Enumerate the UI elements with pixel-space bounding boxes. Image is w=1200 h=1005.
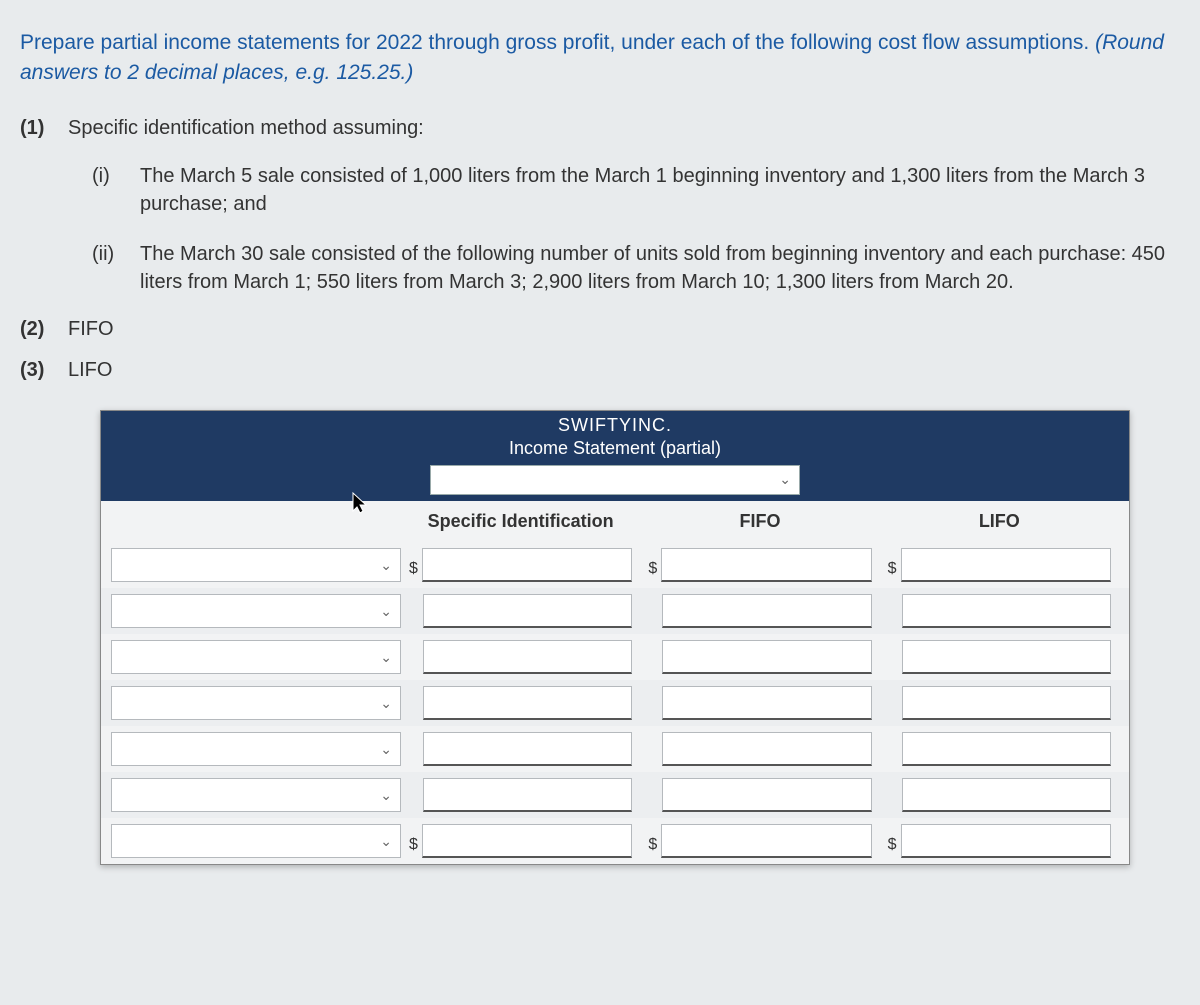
chevron-down-icon: ⌄ — [380, 557, 392, 574]
sub-ii-text: The March 30 sale consisted of the follo… — [140, 240, 1180, 296]
amount-input[interactable] — [661, 548, 871, 582]
sub-assumptions: (i) The March 5 sale consisted of 1,000 … — [92, 162, 1180, 296]
col-lifo: LIFO — [880, 511, 1119, 532]
method-3: (3) LIFO — [20, 359, 1180, 382]
sub-ii: (ii) The March 30 sale consisted of the … — [92, 240, 1180, 296]
amount-input[interactable] — [902, 778, 1111, 812]
dollar-sign: $ — [648, 560, 657, 578]
sub-i-num: (i) — [92, 162, 140, 218]
question-page: Prepare partial income statements for 20… — [0, 0, 1200, 865]
col-specific: Specific Identification — [401, 511, 640, 532]
instruction-text: Prepare partial income statements for 20… — [20, 28, 1180, 89]
sub-i-text: The March 5 sale consisted of 1,000 lite… — [140, 162, 1180, 218]
amount-input[interactable] — [902, 640, 1111, 674]
amount-input[interactable] — [423, 732, 632, 766]
amount-input[interactable] — [662, 640, 871, 674]
amount-input[interactable] — [901, 548, 1111, 582]
income-statement-table: SWIFTYINC. Income Statement (partial) ⌄ … — [100, 410, 1130, 865]
row-label-select[interactable]: ⌄ — [111, 594, 401, 628]
amount-input[interactable] — [423, 640, 632, 674]
amount-input[interactable] — [423, 594, 632, 628]
sub-i: (i) The March 5 sale consisted of 1,000 … — [92, 162, 1180, 218]
row-label-select[interactable]: ⌄ — [111, 548, 401, 582]
method-2-text: FIFO — [68, 318, 114, 341]
method-2-number: (2) — [20, 318, 68, 341]
method-1-text: Specific identification method assuming: — [68, 117, 424, 140]
chevron-down-icon: ⌄ — [779, 471, 791, 488]
table-row: ⌄ — [101, 772, 1129, 818]
amount-input[interactable] — [662, 732, 871, 766]
method-3-number: (3) — [20, 359, 68, 382]
method-1-number: (1) — [20, 117, 68, 140]
row-label-select[interactable]: ⌄ — [111, 686, 401, 720]
amount-input[interactable] — [423, 778, 632, 812]
dollar-sign: $ — [888, 560, 897, 578]
amount-input[interactable] — [423, 686, 632, 720]
dollar-sign: $ — [888, 836, 897, 854]
dollar-sign: $ — [409, 836, 418, 854]
period-select[interactable]: ⌄ — [430, 465, 800, 495]
table-row: ⌄ — [101, 726, 1129, 772]
amount-input[interactable] — [422, 824, 632, 858]
col-fifo: FIFO — [640, 511, 879, 532]
amount-input[interactable] — [902, 686, 1111, 720]
sub-ii-num: (ii) — [92, 240, 140, 296]
amount-input[interactable] — [661, 824, 871, 858]
instruction-main: Prepare partial income statements for 20… — [20, 31, 1095, 54]
chevron-down-icon: ⌄ — [380, 741, 392, 758]
cursor-icon — [351, 491, 369, 515]
method-2: (2) FIFO — [20, 318, 1180, 341]
row-label-select[interactable]: ⌄ — [111, 824, 401, 858]
row-label-select[interactable]: ⌄ — [111, 732, 401, 766]
amount-input[interactable] — [662, 778, 871, 812]
amount-input[interactable] — [422, 548, 632, 582]
chevron-down-icon: ⌄ — [380, 833, 392, 850]
table-row: ⌄ — [101, 634, 1129, 680]
row-label-select[interactable]: ⌄ — [111, 778, 401, 812]
row-label-select[interactable]: ⌄ — [111, 640, 401, 674]
chevron-down-icon: ⌄ — [380, 603, 392, 620]
statement-subtitle: Income Statement (partial) — [101, 438, 1129, 459]
chevron-down-icon: ⌄ — [380, 649, 392, 666]
column-headers: Specific Identification FIFO LIFO — [101, 501, 1129, 542]
table-row: ⌄ $ $ $ — [101, 818, 1129, 864]
table-row: ⌄ — [101, 588, 1129, 634]
amount-input[interactable] — [662, 686, 871, 720]
table-row: ⌄ $ $ $ — [101, 542, 1129, 588]
company-name: SWIFTYINC. — [101, 415, 1129, 436]
dollar-sign: $ — [648, 836, 657, 854]
amount-input[interactable] — [902, 732, 1111, 766]
chevron-down-icon: ⌄ — [380, 787, 392, 804]
chevron-down-icon: ⌄ — [380, 695, 392, 712]
table-banner: SWIFTYINC. Income Statement (partial) — [101, 411, 1129, 461]
method-1: (1) Specific identification method assum… — [20, 117, 1180, 140]
method-3-text: LIFO — [68, 359, 112, 382]
amount-input[interactable] — [901, 824, 1111, 858]
dollar-sign: $ — [409, 560, 418, 578]
amount-input[interactable] — [662, 594, 871, 628]
table-row: ⌄ — [101, 680, 1129, 726]
amount-input[interactable] — [902, 594, 1111, 628]
period-select-row: ⌄ — [101, 461, 1129, 501]
